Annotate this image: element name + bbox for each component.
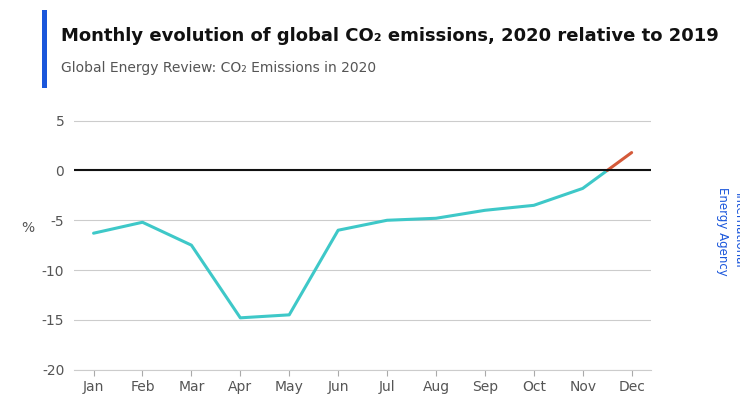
Text: International
Energy Agency: International Energy Agency bbox=[716, 186, 740, 276]
Text: Global Energy Review: CO₂ Emissions in 2020: Global Energy Review: CO₂ Emissions in 2… bbox=[61, 61, 376, 75]
Text: Monthly evolution of global CO₂ emissions, 2020 relative to 2019: Monthly evolution of global CO₂ emission… bbox=[61, 27, 719, 45]
Y-axis label: %: % bbox=[21, 221, 35, 235]
